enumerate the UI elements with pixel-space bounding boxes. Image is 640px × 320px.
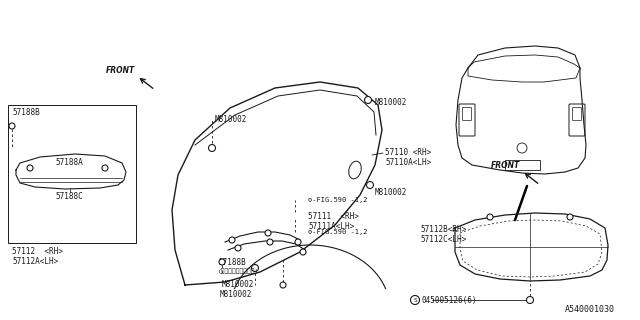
Circle shape [410,295,419,305]
Circle shape [567,214,573,220]
Bar [505,160,540,170]
Text: 57111  <RH>: 57111 <RH> [308,212,359,221]
Text: M810002: M810002 [222,280,254,289]
Circle shape [300,249,306,255]
Text: M810002: M810002 [220,290,252,299]
Circle shape [365,97,371,103]
Circle shape [280,282,286,288]
Text: S: S [413,298,417,302]
Text: A540001030: A540001030 [565,305,615,314]
Text: 57111A<LH>: 57111A<LH> [308,222,355,231]
Circle shape [9,123,15,129]
Text: 57188B: 57188B [218,258,246,267]
Circle shape [209,145,216,151]
Text: FRONT: FRONT [106,66,135,75]
Text: FRONT: FRONT [491,161,520,170]
Text: 57112B<RH>: 57112B<RH> [420,225,467,234]
Text: 57110 <RH>: 57110 <RH> [385,148,431,157]
Circle shape [219,259,225,265]
Text: ⊙-FIG.590 -1,2: ⊙-FIG.590 -1,2 [308,229,367,235]
Text: 57112A<LH>: 57112A<LH> [12,257,58,266]
Circle shape [252,265,259,271]
Text: M810002: M810002 [375,188,408,197]
Circle shape [267,239,273,245]
Circle shape [265,230,271,236]
Circle shape [27,165,33,171]
Circle shape [527,297,534,303]
Text: M810002: M810002 [215,115,248,124]
Text: (マーカーの取り付け): (マーカーの取り付け) [218,268,259,274]
Circle shape [487,214,493,220]
Text: 57188B: 57188B [12,108,40,117]
Text: 57188A: 57188A [55,158,83,167]
Circle shape [102,165,108,171]
Circle shape [295,239,301,245]
Text: 57112C<LH>: 57112C<LH> [420,235,467,244]
Bar [8,105,136,243]
Circle shape [229,237,235,243]
Text: M810002: M810002 [375,98,408,107]
Circle shape [367,181,374,188]
Circle shape [235,245,241,251]
Text: ⊙-FIG.590 -1,2: ⊙-FIG.590 -1,2 [308,197,367,203]
Text: 045005126(6): 045005126(6) [422,295,477,305]
Text: 57112  <RH>: 57112 <RH> [12,247,63,256]
Text: 57188C: 57188C [55,192,83,201]
Text: 57110A<LH>: 57110A<LH> [385,158,431,167]
